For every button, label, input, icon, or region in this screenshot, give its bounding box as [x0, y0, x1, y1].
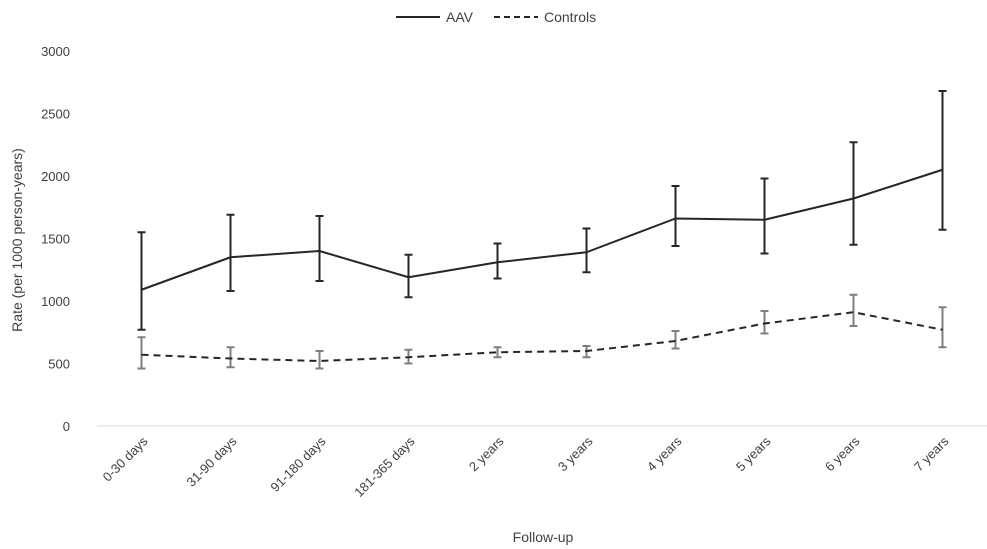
y-axis-title: Rate (per 1000 person-years)	[9, 148, 25, 332]
x-tick-label: 0-30 days	[100, 433, 151, 484]
y-tick-label: 1000	[41, 294, 70, 309]
x-axis-title: Follow-up	[513, 529, 574, 545]
aav-error-bar	[137, 231, 146, 331]
x-tick-label: 7 years	[911, 433, 952, 474]
x-tick-label: 3 years	[555, 433, 596, 474]
series-aav	[137, 90, 947, 331]
x-tick-label: 5 years	[733, 433, 774, 474]
aav-error-bar	[404, 253, 413, 299]
controls-error-bar	[315, 350, 324, 370]
x-tick-label: 2 years	[466, 433, 507, 474]
y-tick-label: 500	[48, 357, 70, 372]
controls-error-bar	[137, 336, 146, 370]
y-tick-label: 2500	[41, 107, 70, 122]
x-tick-label: 31-90 days	[184, 433, 240, 489]
controls-error-bar	[849, 293, 858, 327]
controls-error-bar	[938, 306, 947, 349]
aav-error-bar	[849, 141, 858, 246]
y-tick-label: 3000	[41, 44, 70, 59]
aav-error-bar	[938, 90, 947, 231]
y-axis-ticks: 0 500 1000 1500 2000 2500 3000	[41, 44, 70, 434]
controls-error-bar	[760, 310, 769, 335]
aav-error-bar	[671, 185, 680, 247]
legend-controls-label: Controls	[544, 9, 596, 25]
controls-error-bar	[671, 330, 680, 350]
x-tick-label: 181-365 days	[351, 433, 418, 500]
controls-error-bar	[226, 346, 235, 369]
aav-error-bar	[760, 177, 769, 255]
controls-error-bar	[493, 346, 502, 359]
x-axis-ticks: 0-30 days 31-90 days 91-180 days 181-365 da…	[100, 433, 952, 500]
aav-error-bar	[582, 227, 591, 274]
y-tick-label: 0	[63, 419, 70, 434]
aav-error-bar	[493, 242, 502, 280]
x-tick-label: 6 years	[822, 433, 863, 474]
controls-series-line	[141, 311, 943, 362]
series-controls	[137, 293, 947, 370]
aav-series-line	[141, 168, 943, 291]
y-tick-label: 2000	[41, 169, 70, 184]
legend: AAV Controls	[396, 9, 596, 25]
y-tick-label: 1500	[41, 232, 70, 247]
series-layer	[137, 90, 947, 370]
aav-error-bar	[226, 213, 235, 292]
x-tick-label: 91-180 days	[267, 433, 329, 495]
x-tick-label: 4 years	[644, 433, 685, 474]
legend-aav-label: AAV	[446, 9, 474, 25]
aav-error-bar	[315, 215, 324, 282]
